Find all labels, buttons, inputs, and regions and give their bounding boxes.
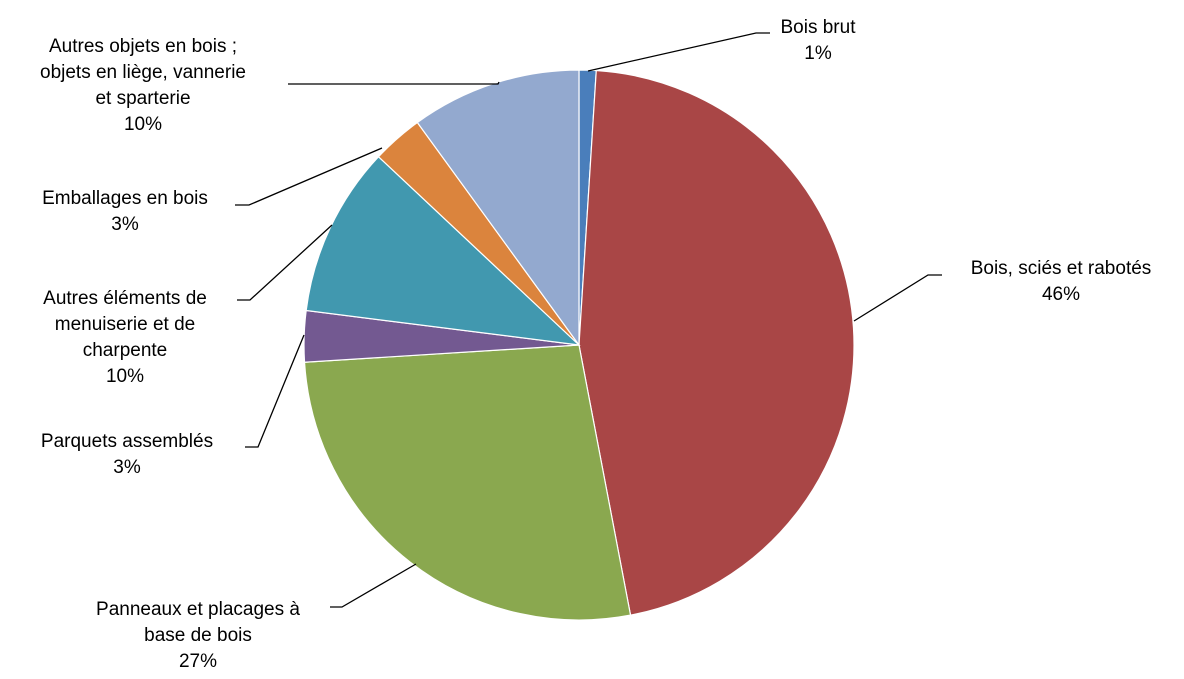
data-label-line: objets en liège, vannerie bbox=[40, 62, 246, 83]
data-label-line: Autres objets en bois ; bbox=[49, 36, 237, 57]
leader-line-bois-scies-et-rabotes bbox=[853, 274, 942, 322]
data-label-line: Autres éléments de bbox=[43, 288, 207, 309]
leader-line-bois-brut bbox=[587, 32, 770, 72]
slice-panneaux-et-placages-a bbox=[303, 344, 632, 621]
data-label-line: Panneaux et placages à bbox=[96, 599, 300, 620]
data-label-percent: 46% bbox=[1042, 284, 1080, 305]
data-label-line: et sparterie bbox=[95, 88, 190, 109]
data-label-line: Bois brut bbox=[781, 17, 857, 38]
data-label-bois-brut: Bois brut 1% bbox=[781, 17, 857, 64]
data-label-percent: 10% bbox=[124, 114, 162, 135]
data-label-panneaux-et-placages-a: Panneaux et placages à base de bois 27% bbox=[96, 599, 300, 672]
data-label-percent: 3% bbox=[113, 457, 141, 478]
data-label-autres-elements-de: Autres éléments de menuiserie et de charpe… bbox=[43, 288, 207, 387]
data-label-parquets-assembles: Parquets assemblés 3% bbox=[41, 431, 213, 478]
pie-slices bbox=[303, 69, 855, 621]
data-label-percent: 27% bbox=[179, 651, 217, 672]
data-label-percent: 3% bbox=[111, 214, 139, 235]
slice-autres-elements-de bbox=[305, 155, 581, 346]
data-label-percent: 10% bbox=[106, 366, 144, 387]
data-label-line: base de bois bbox=[144, 625, 252, 646]
leader-line-autres-objets-en-bois bbox=[288, 81, 500, 85]
data-label-line: menuiserie et de bbox=[55, 314, 195, 335]
data-label-line: Emballages en bois bbox=[42, 188, 208, 209]
data-label-line: Parquets assemblés bbox=[41, 431, 213, 452]
leader-line-autres-elements-de bbox=[237, 224, 333, 301]
data-label-emballages-en-bois: Emballages en bois 3% bbox=[42, 188, 208, 235]
data-label-line: charpente bbox=[83, 340, 168, 361]
data-label-bois-scies-et-rabotes: Bois, sciés et rabotés 46% bbox=[971, 258, 1152, 305]
leader-line-parquets-assembles bbox=[245, 334, 305, 448]
data-label-autres-objets-en-bois: Autres objets en bois ; objets en liège, … bbox=[40, 36, 246, 135]
data-label-line: Bois, sciés et rabotés bbox=[971, 258, 1152, 279]
slice-bois-scies-et-rabotes bbox=[578, 69, 855, 616]
data-label-percent: 1% bbox=[804, 43, 832, 64]
data-labels: Bois brut 1% Bois, sciés et rabotés 46% Pann… bbox=[40, 17, 1151, 672]
leader-line-emballages-en-bois bbox=[235, 147, 383, 206]
leader-line-panneaux-et-placages-a bbox=[330, 563, 417, 608]
